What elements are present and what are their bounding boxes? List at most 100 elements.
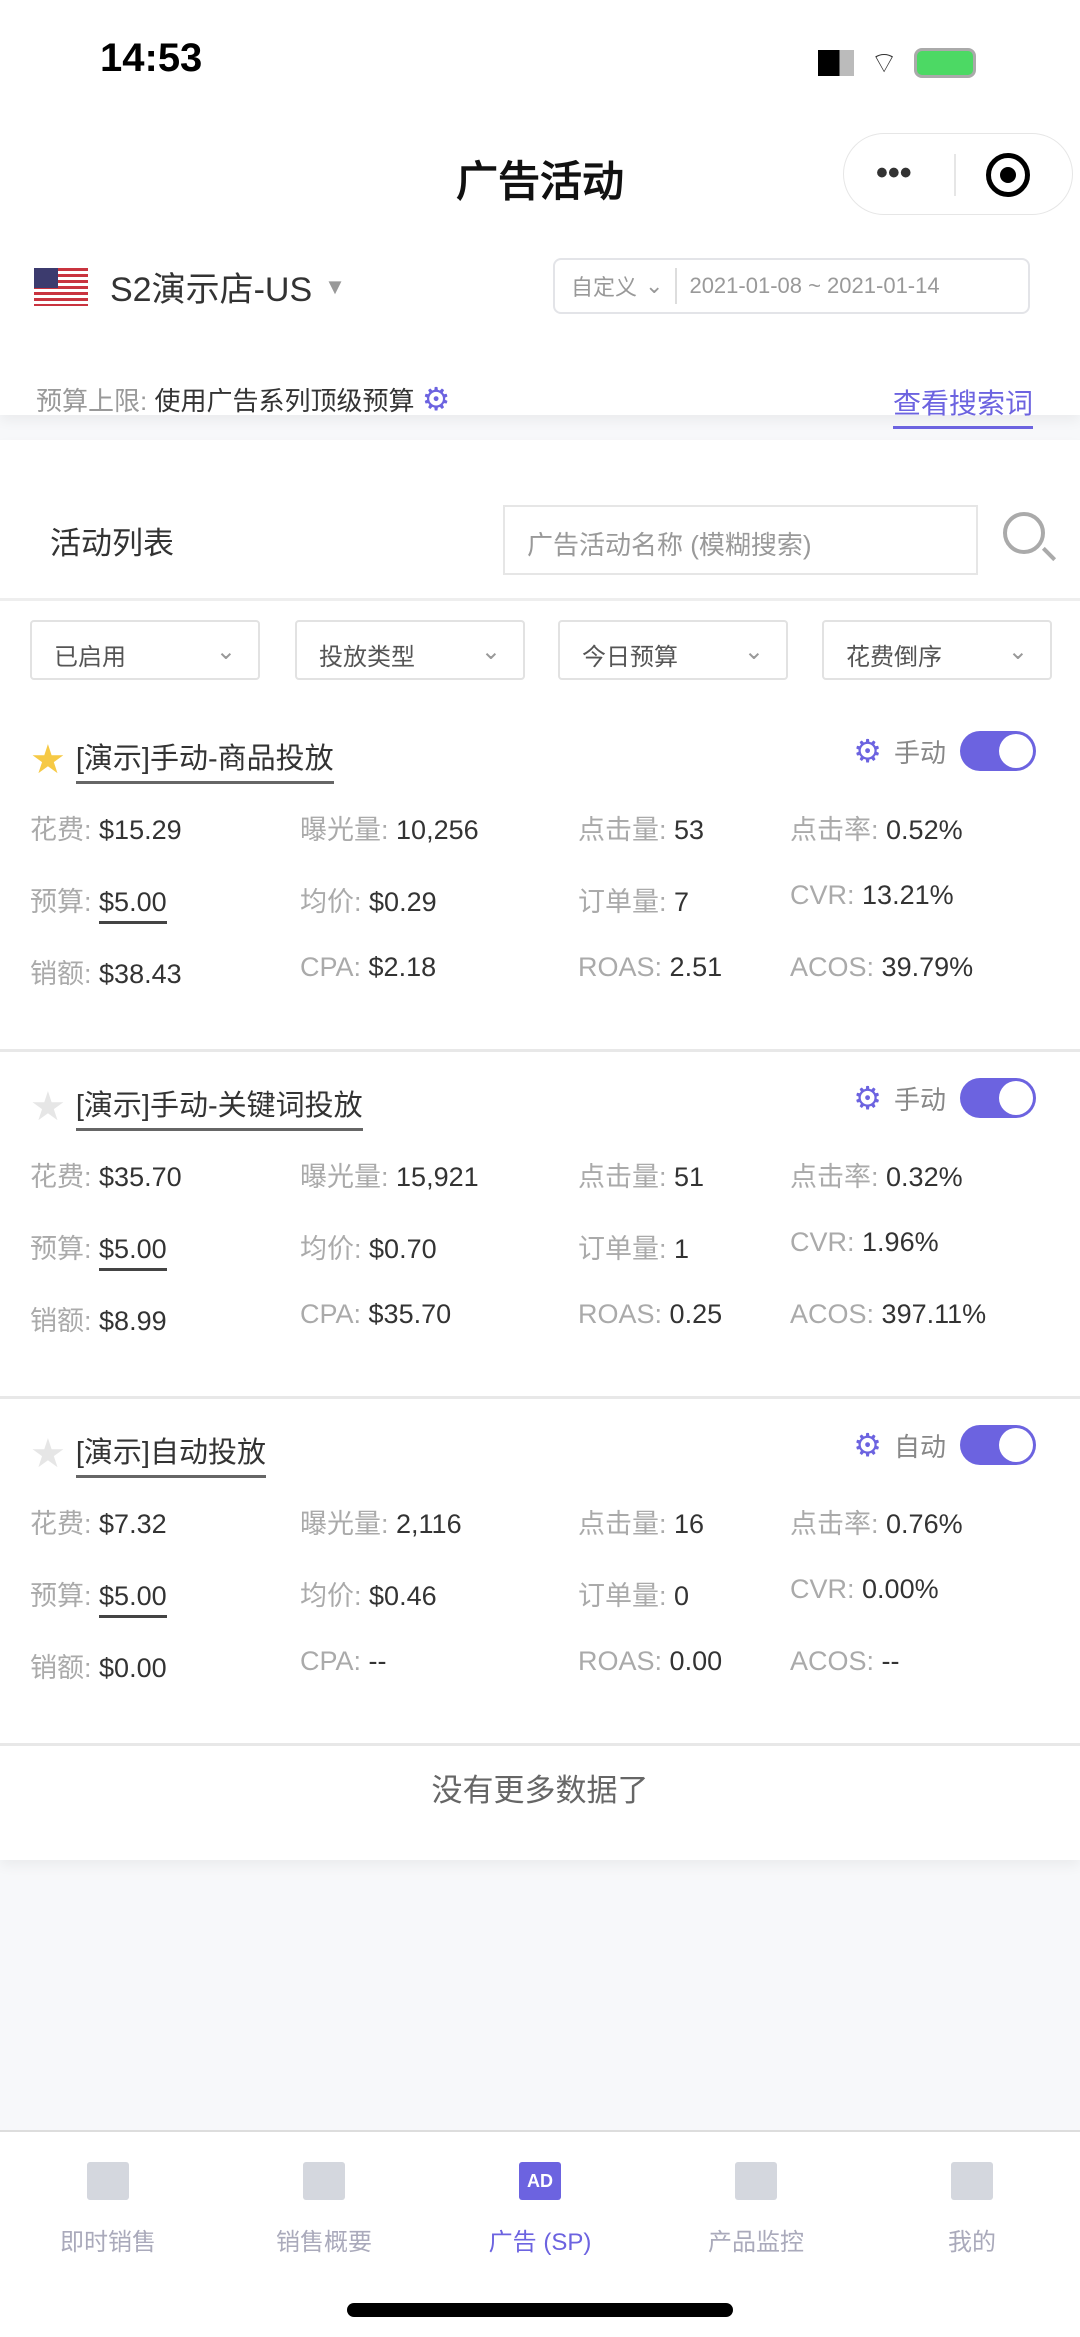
metric: 均价: $0.29 — [300, 880, 437, 919]
metric: 点击量: 53 — [578, 808, 704, 847]
metric-value: 2,116 — [396, 1509, 462, 1539]
star-icon[interactable]: ★ — [30, 737, 66, 782]
nav-item[interactable]: 销售概要 — [216, 2162, 432, 2257]
filter-dropdown[interactable]: 花费倒序 ⌄ — [822, 620, 1052, 680]
metric-label: ROAS: — [578, 1646, 663, 1676]
filter-dropdown[interactable]: 今日预算 ⌄ — [558, 620, 788, 680]
metric: 订单量: 1 — [578, 1227, 689, 1266]
campaign-list-panel: 活动列表 广告活动名称 (模糊搜索) 已启用 ⌄ 投放类型 ⌄ 今日预算 ⌄ 花费倒序 ⌄ ★… — [0, 440, 1080, 1860]
metric-label: 点击量: — [578, 1162, 667, 1192]
nav-item[interactable]: 我的 — [864, 2162, 1080, 2257]
filter-label: 投放类型 — [319, 644, 415, 671]
metric: 均价: $0.70 — [300, 1227, 437, 1266]
metric-label: 销额: — [30, 1653, 92, 1683]
no-more-data: 没有更多数据了 — [431, 1773, 649, 1808]
gear-icon[interactable]: ⚙ — [853, 1427, 882, 1463]
status-icons: ⌔ — [818, 44, 977, 82]
metric-label: 花费: — [30, 815, 92, 845]
caret-down-icon: ▼ — [324, 273, 346, 299]
nav-label: 即时销售 — [60, 2229, 156, 2256]
metric: CVR: 0.00% — [790, 1574, 939, 1605]
metric-value: 0.76% — [886, 1509, 963, 1539]
divider — [0, 598, 1080, 601]
nav-item[interactable]: 产品监控 — [648, 2162, 864, 2257]
more-icon[interactable]: ••• — [876, 154, 912, 192]
gear-icon[interactable]: ⚙ — [421, 381, 451, 417]
metric: 点击率: 0.32% — [790, 1155, 963, 1194]
metric-label: 订单量: — [578, 1581, 667, 1611]
nav-item[interactable]: AD 广告 (SP) — [432, 2162, 648, 2257]
store-selector[interactable]: S2演示店-US ▼ — [34, 262, 346, 311]
campaign-card: ★ [演示]自动投放 ⚙ 自动 花费: $7.32 曝光量: 2,116 点击量: 16 点… — [0, 1399, 1080, 1746]
date-range[interactable]: 2021-01-08 ~ 2021-01-14 — [689, 273, 940, 298]
metric-label: CPA: — [300, 1299, 362, 1329]
metric: 曝光量: 2,116 — [300, 1502, 462, 1541]
metric-label: 销额: — [30, 959, 92, 989]
search-icon[interactable] — [1003, 512, 1057, 562]
metric: 点击量: 51 — [578, 1155, 704, 1194]
list-title: 活动列表 — [50, 526, 174, 561]
budget-edit[interactable]: $5.00 — [99, 887, 167, 924]
metric: 订单量: 0 — [578, 1574, 689, 1613]
metric-label: 点击量: — [578, 1509, 667, 1539]
metric: CPA: $35.70 — [300, 1299, 451, 1330]
view-search-terms-link[interactable]: 查看搜索词 — [893, 382, 1034, 429]
metric-label: CPA: — [300, 1646, 362, 1676]
metric: ROAS: 0.00 — [578, 1646, 722, 1677]
metric-label: 均价: — [300, 1581, 362, 1611]
star-icon[interactable]: ★ — [30, 1084, 66, 1129]
campaign-card: ★ [演示]手动-商品投放 ⚙ 手动 花费: $15.29 曝光量: 10,256 点击量… — [0, 705, 1080, 1052]
campaign-name[interactable]: [演示]手动-关键词投放 — [75, 1082, 363, 1131]
metric: 点击率: 0.76% — [790, 1502, 963, 1541]
metric-value: 7 — [674, 887, 690, 917]
gear-icon[interactable]: ⚙ — [853, 1080, 882, 1116]
campaign-name[interactable]: [演示]自动投放 — [75, 1429, 266, 1478]
metric-label: 预算: — [30, 887, 92, 917]
campaign-name[interactable]: [演示]手动-商品投放 — [75, 735, 334, 784]
gear-icon[interactable]: ⚙ — [853, 733, 882, 769]
metric: 预算: $5.00 — [30, 880, 167, 924]
metric: ROAS: 2.51 — [578, 952, 722, 983]
chevron-down-icon: ⌄ — [1007, 638, 1028, 665]
metric: ACOS: 39.79% — [790, 952, 973, 983]
budget-edit[interactable]: $5.00 — [99, 1581, 167, 1618]
metric: 均价: $0.46 — [300, 1574, 437, 1613]
budget-edit[interactable]: $5.00 — [99, 1234, 167, 1271]
metric-value: $8.99 — [99, 1306, 167, 1336]
chevron-down-icon: ⌄ — [480, 638, 501, 665]
metric: 销额: $0.00 — [30, 1646, 167, 1685]
enable-toggle[interactable] — [960, 1078, 1036, 1118]
signal-icon — [818, 50, 854, 76]
date-mode[interactable]: 自定义 — [571, 275, 638, 300]
chevron-down-icon: ⌄ — [645, 273, 664, 298]
metric-value: $0.29 — [369, 887, 437, 917]
campaign-search-input[interactable]: 广告活动名称 (模糊搜索) — [503, 505, 978, 575]
metric-value: $38.43 — [99, 959, 182, 989]
metric-label: ACOS: — [790, 1299, 875, 1329]
metric-label: ROAS: — [578, 952, 663, 982]
metric: 销额: $38.43 — [30, 952, 182, 991]
metric: 预算: $5.00 — [30, 1227, 167, 1271]
close-target-icon[interactable] — [986, 153, 1030, 197]
filter-dropdown[interactable]: 投放类型 ⌄ — [295, 620, 525, 680]
metric-value: $0.00 — [99, 1653, 167, 1683]
nav-item[interactable]: 即时销售 — [0, 2162, 216, 2257]
metric: ACOS: -- — [790, 1646, 900, 1677]
metric-label: ROAS: — [578, 1299, 663, 1329]
star-icon[interactable]: ★ — [30, 1431, 66, 1476]
targeting-type: 自动 — [893, 1431, 946, 1462]
enable-toggle[interactable] — [960, 731, 1036, 771]
metric-label: 曝光量: — [300, 1162, 389, 1192]
metric-label: 预算: — [30, 1234, 92, 1264]
metric: 曝光量: 10,256 — [300, 808, 479, 847]
metric-value: $35.70 — [99, 1162, 182, 1192]
filter-dropdown[interactable]: 已启用 ⌄ — [30, 620, 260, 680]
metric-value: 53 — [674, 815, 705, 845]
metric: 销额: $8.99 — [30, 1299, 167, 1338]
enable-toggle[interactable] — [960, 1425, 1036, 1465]
metric: ACOS: 397.11% — [790, 1299, 986, 1330]
date-picker[interactable]: 自定义 ⌄ 2021-01-08 ~ 2021-01-14 — [553, 258, 1030, 314]
wifi-icon: ⌔ — [870, 47, 899, 80]
metric-label: CPA: — [300, 952, 362, 982]
metric-label: 花费: — [30, 1162, 92, 1192]
